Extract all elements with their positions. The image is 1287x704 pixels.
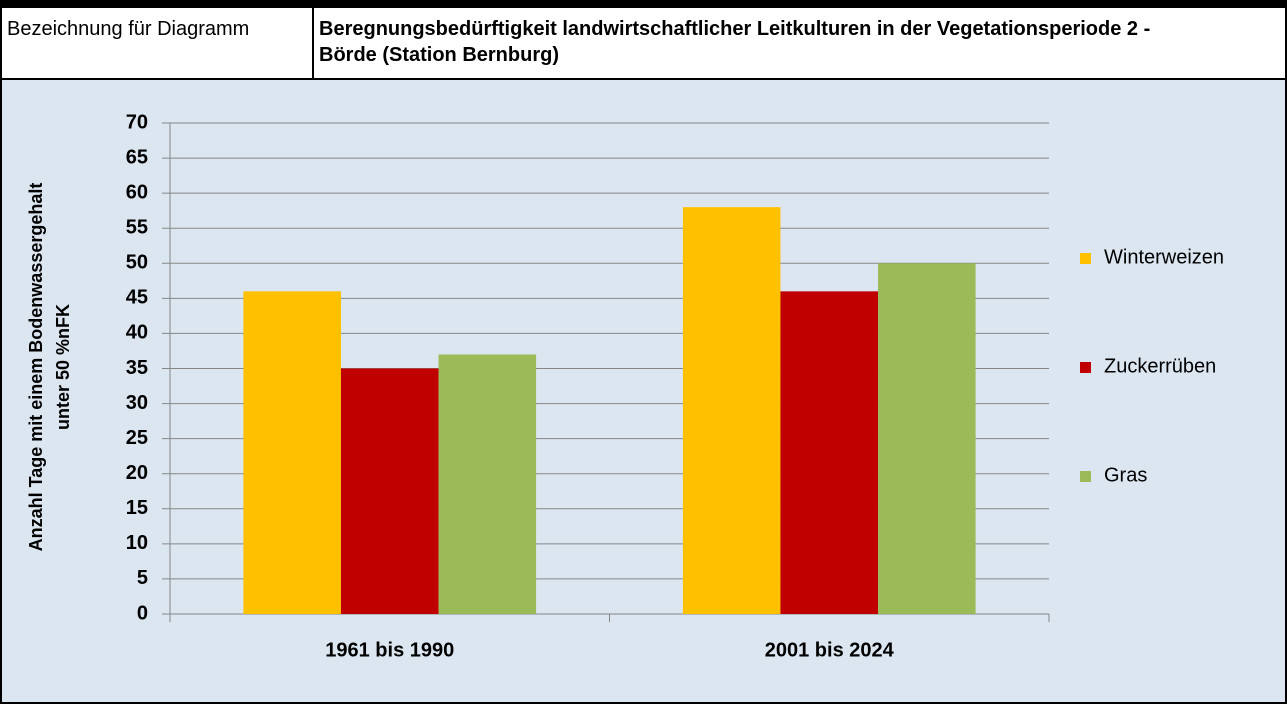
y-tick-label: 5 (137, 567, 148, 589)
y-tick-label: 0 (137, 602, 148, 624)
bar (340, 368, 439, 614)
legend-label: Gras (1104, 464, 1147, 486)
y-tick-label: 15 (126, 497, 148, 519)
legend-label: Winterweizen (1104, 246, 1224, 268)
y-tick-label: 45 (126, 287, 148, 309)
legend-swatch (1080, 362, 1091, 373)
x-tick-label: 1961 bis 1990 (325, 639, 454, 661)
chart-title: Beregnungsbedürftigkeit landwirtschaftli… (314, 8, 1287, 80)
y-axis-label: Anzahl Tage mit einem Bodenwassergehalt … (26, 182, 73, 552)
legend-swatch (1080, 253, 1091, 264)
y-tick-label: 25 (126, 427, 148, 449)
legend-swatch (1080, 471, 1091, 482)
y-tick-label: 10 (126, 532, 148, 554)
top-border (0, 0, 1287, 8)
y-tick-label: 30 (126, 392, 148, 414)
y-tick-label: 20 (126, 462, 148, 484)
chart: 0 5 10 15 20 25 30 35 40 45 50 55 60 65 70 1961 bis 199… (126, 111, 1224, 661)
y-tick-label: 65 (126, 146, 148, 168)
bar (878, 263, 976, 614)
y-tick-label: 35 (126, 357, 148, 379)
y-tick-label: 50 (126, 252, 148, 274)
bar (243, 291, 341, 614)
header-label: Bezeichnung für Diagramm (0, 8, 314, 80)
bar (438, 354, 537, 614)
y-tick-label: 70 (126, 111, 148, 133)
chart-area: 0 5 10 15 20 25 30 35 40 45 50 55 60 65 70 1961 bis 199… (0, 80, 1287, 704)
bar (780, 291, 879, 614)
y-tick-label: 55 (126, 216, 148, 238)
bar (682, 207, 781, 614)
legend-label: Zuckerrüben (1104, 355, 1216, 377)
x-tick-label: 2001 bis 2024 (765, 639, 895, 661)
y-tick-label: 60 (126, 181, 148, 203)
y-tick-label: 40 (126, 322, 148, 344)
